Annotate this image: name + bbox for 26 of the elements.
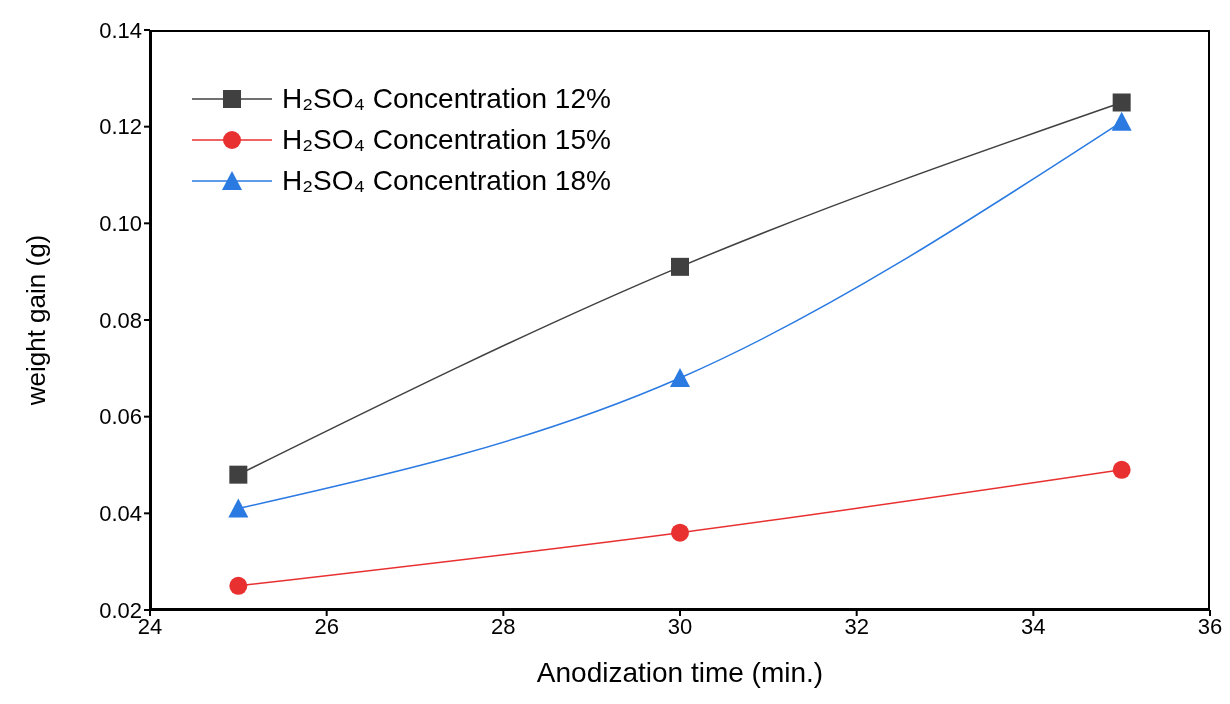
x-tick-label: 36 <box>1197 613 1223 639</box>
point <box>1112 460 1131 479</box>
x-tick-label: 28 <box>491 613 516 639</box>
y-tick-label: 0.12 <box>99 114 142 140</box>
x-tick-label: 30 <box>667 613 693 639</box>
legend-label: H₂SO₄ Concentration 15% <box>282 123 611 157</box>
point <box>228 498 249 518</box>
point <box>671 257 689 276</box>
legend-label: H₂SO₄ Concentration 18% <box>282 164 611 198</box>
x-tick-label: 26 <box>314 613 339 639</box>
x-tick-label: 32 <box>844 613 869 639</box>
y-tick-label: 0.14 <box>99 17 142 43</box>
y-tick-label: 0.08 <box>99 307 142 333</box>
point <box>1112 93 1131 112</box>
x-tick-label: 34 <box>1021 613 1046 639</box>
point <box>229 576 248 595</box>
y-tick-label: 0.04 <box>99 501 142 527</box>
legend-label: H₂SO₄ Concentration 12% <box>282 82 611 116</box>
point <box>670 368 690 387</box>
point <box>229 465 248 484</box>
point <box>1111 111 1132 131</box>
y-tick-label: 0.10 <box>99 211 142 237</box>
y-axis-title: weight gain (g) <box>21 234 52 407</box>
point <box>671 523 689 542</box>
y-tick-label: 0.06 <box>99 404 142 430</box>
x-axis-title: Anodization time (min.) <box>536 657 824 688</box>
